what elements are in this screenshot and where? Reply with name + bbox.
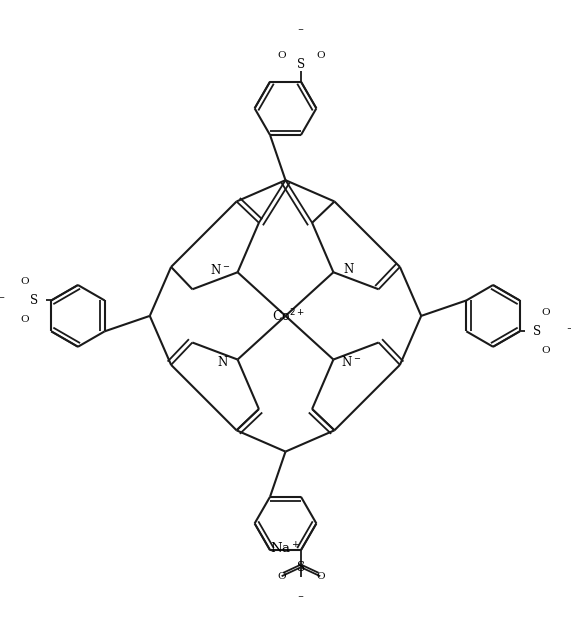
Text: $^{-}$: $^{-}$: [297, 27, 305, 37]
Text: O: O: [541, 346, 550, 355]
Text: S: S: [297, 58, 305, 71]
Text: N$^-$: N$^-$: [210, 263, 230, 277]
Text: S: S: [533, 325, 541, 338]
Text: O: O: [21, 315, 30, 324]
Text: O: O: [316, 572, 324, 580]
Text: $^{-}$: $^{-}$: [297, 594, 305, 605]
Text: $^{-}$: $^{-}$: [566, 327, 571, 336]
Text: O: O: [278, 572, 286, 580]
Text: $^{-}$: $^{-}$: [0, 296, 5, 306]
Text: Na$^+$: Na$^+$: [271, 541, 300, 556]
Text: Co$^{2+}$: Co$^{2+}$: [272, 308, 304, 324]
Text: O: O: [21, 277, 30, 285]
Text: O: O: [278, 51, 286, 60]
Text: N$^-$: N$^-$: [341, 355, 361, 369]
Text: N: N: [343, 263, 353, 276]
Text: S: S: [30, 294, 38, 307]
Text: O: O: [316, 51, 324, 60]
Text: N: N: [218, 356, 228, 368]
Text: O: O: [541, 308, 550, 316]
Text: S: S: [297, 561, 305, 573]
